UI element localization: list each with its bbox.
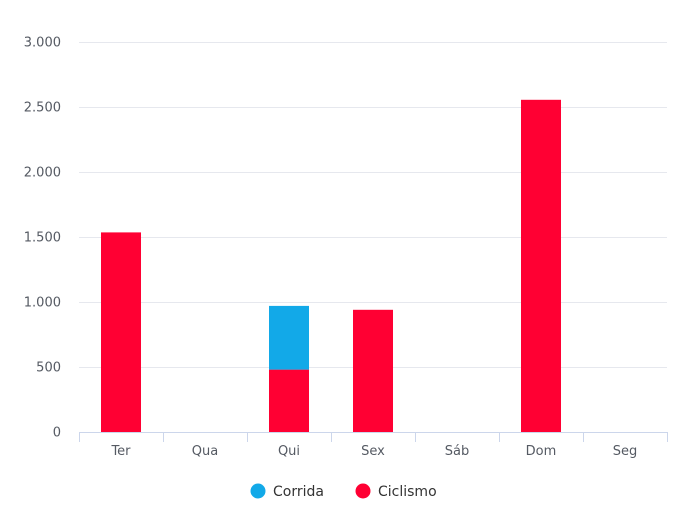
y-tick-label: 2.500 <box>24 101 61 116</box>
y-axis: 0 500 1.000 1.500 2.000 2.500 3.000 <box>24 36 61 441</box>
y-tick-label: 0 <box>53 426 61 441</box>
y-tick-label: 2.000 <box>24 166 61 181</box>
x-axis: Ter Qua Qui Sex Sáb Dom Seg <box>79 432 668 459</box>
x-tick-label: Qua <box>192 444 218 459</box>
legend-marker-corrida <box>250 483 266 499</box>
bar-corrida-qui[interactable] <box>269 305 309 370</box>
legend-label-ciclismo: Ciclismo <box>378 484 437 500</box>
bars <box>101 99 561 433</box>
x-tick-label: Sáb <box>445 444 469 459</box>
x-tick-label: Ter <box>110 444 131 459</box>
y-tick-label: 1.000 <box>24 296 61 311</box>
legend[interactable]: Corrida Ciclismo <box>250 483 437 501</box>
gridlines <box>79 42 667 368</box>
y-tick-label: 500 <box>36 361 61 376</box>
bar-ciclismo-ter[interactable] <box>101 232 141 432</box>
y-tick-label: 1.500 <box>24 231 61 246</box>
y-tick-label: 3.000 <box>24 36 61 51</box>
bar-ciclismo-sex[interactable] <box>353 309 393 432</box>
legend-label-corrida: Corrida <box>273 484 324 500</box>
x-tick-label: Sex <box>361 444 385 459</box>
bar-ciclismo-dom[interactable] <box>521 99 561 433</box>
legend-item-ciclismo[interactable]: Ciclismo <box>355 483 437 501</box>
bar-ciclismo-qui[interactable] <box>269 369 309 432</box>
legend-marker-ciclismo <box>355 483 371 499</box>
x-tick-label: Seg <box>613 444 638 459</box>
legend-item-corrida[interactable]: Corrida <box>250 483 324 501</box>
x-tick-label: Qui <box>278 444 300 459</box>
x-tick-label: Dom <box>526 444 557 459</box>
